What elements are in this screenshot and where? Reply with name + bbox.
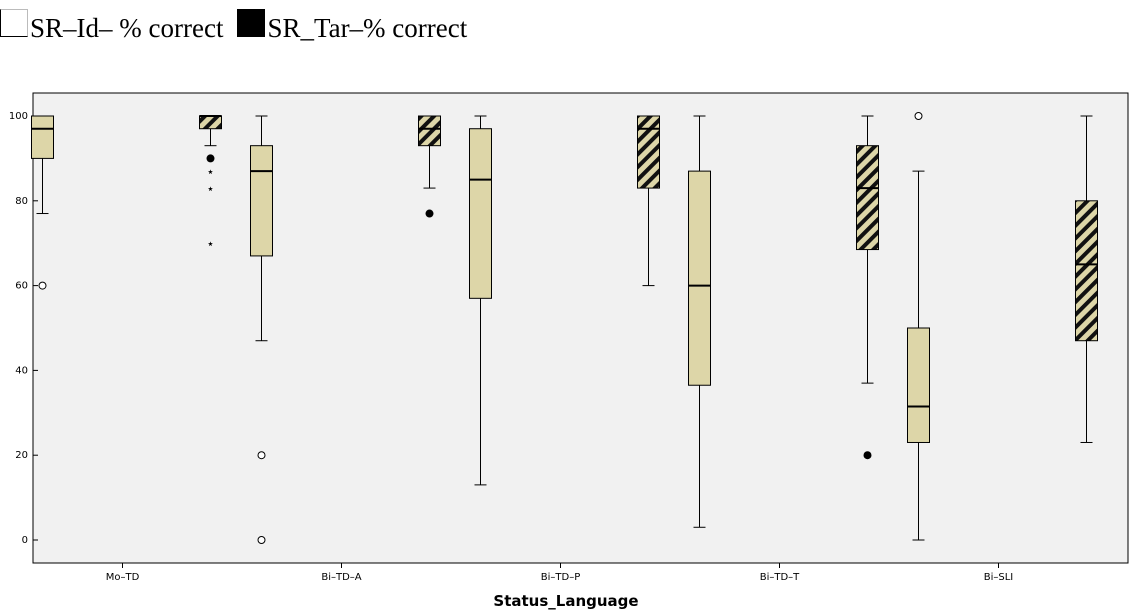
box-sr-tar: [637, 115, 660, 189]
box-sr-tar: [418, 115, 441, 147]
y-tick-label: 100: [9, 111, 28, 122]
legend-swatch-filled: [237, 9, 266, 37]
box-sr-tar: [856, 145, 879, 251]
x-tick-label: Bi–SLI: [984, 572, 1014, 583]
legend-label-sr-id: SR–Id– % correct: [30, 12, 224, 43]
x-tick-label: Bi–TD–T: [760, 572, 800, 583]
y-tick-label: 80: [15, 196, 28, 207]
box-sr-id: [31, 115, 54, 159]
outlier-star: ⋆: [206, 165, 214, 180]
box-sr-id: [250, 145, 273, 257]
legend-swatch-open: [0, 9, 28, 37]
box-sr-id: [688, 170, 711, 386]
box-sr-tar: [1075, 200, 1098, 342]
x-tick-label: Bi–TD–A: [321, 572, 361, 583]
x-tick-label: Bi–TD–P: [541, 572, 580, 583]
outlier-star: ⋆: [206, 182, 214, 197]
outlier-circle: [914, 112, 923, 120]
x-tick-label: Mo–TD: [106, 572, 140, 583]
outlier-star: ⋆: [206, 237, 214, 252]
box-sr-id: [907, 327, 930, 443]
box-sr-id: [469, 128, 492, 299]
y-tick-label: 0: [22, 535, 28, 546]
outlier-circle: [257, 536, 266, 544]
outlier-dot: [425, 209, 434, 218]
boxes: ⋆ ⋆ ⋆: [31, 112, 1098, 544]
outlier-dot: [863, 451, 872, 460]
legend-label-sr-tar: SR_Tar–% correct: [267, 12, 468, 43]
outlier-dot: [206, 154, 215, 163]
outlier-circle: [257, 451, 266, 460]
y-tick-label: 20: [15, 450, 28, 461]
y-tick-label: 60: [15, 281, 28, 292]
box-sr-tar: [199, 115, 222, 130]
outlier-circle: [38, 281, 47, 290]
x-axis-title: Status_Language: [493, 592, 638, 610]
axes: 0 20 40 60 80 100 Mo–TD Bi–TD–A Bi–TD–P Bi–TD–T Bi…: [9, 111, 1013, 583]
legend: SR–Id– % correct SR_Tar–% correct: [0, 6, 467, 50]
y-tick-label: 40: [15, 365, 28, 376]
plot-area: [32, 92, 1129, 564]
